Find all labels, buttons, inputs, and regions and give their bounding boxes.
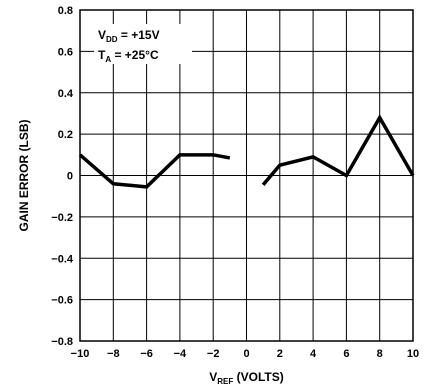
x-axis-title: VREF (VOLTS) [209, 370, 283, 386]
x-tick-label: −10 [71, 348, 90, 360]
x-tick-label: 2 [277, 348, 283, 360]
gain-error-line-segment [261, 114, 415, 186]
x-tick-label: −2 [207, 348, 220, 360]
y-tick-label: −0.6 [51, 295, 73, 307]
x-tick-label: 6 [343, 348, 349, 360]
x-tick-label: 10 [407, 348, 419, 360]
annotation-vdd: VDD = +15V [98, 28, 160, 44]
x-tick-label: −8 [107, 348, 120, 360]
x-tick-label: −4 [174, 348, 187, 360]
annotation-background [94, 24, 192, 64]
y-tick-label: 0.2 [58, 129, 73, 141]
y-tick-label: 0.8 [58, 5, 73, 17]
y-tick-label: −0.2 [51, 212, 73, 224]
y-axis-title: GAIN ERROR (LSB) [17, 120, 31, 232]
x-tick-label: 8 [377, 348, 383, 360]
y-tick-labels: 0.8 0.6 0.4 0.2 0 −0.2 −0.4 −0.6 −0.8 [51, 5, 74, 348]
x-tick-label: 0 [243, 348, 249, 360]
x-tick-label: −6 [140, 348, 153, 360]
annotation-ta: TA = +25°C [98, 48, 159, 64]
y-tick-label: −0.8 [51, 336, 73, 348]
y-tick-label: 0.6 [58, 46, 73, 58]
y-tick-label: 0 [67, 171, 73, 183]
gain-error-line-segment [78, 153, 231, 189]
x-tick-label: 4 [310, 348, 317, 360]
y-tick-label: 0.4 [58, 88, 74, 100]
series-layer [78, 114, 415, 189]
x-tick-labels: −10 −8 −6 −4 −2 0 2 4 6 8 10 [71, 348, 419, 360]
y-tick-label: −0.4 [51, 253, 74, 265]
